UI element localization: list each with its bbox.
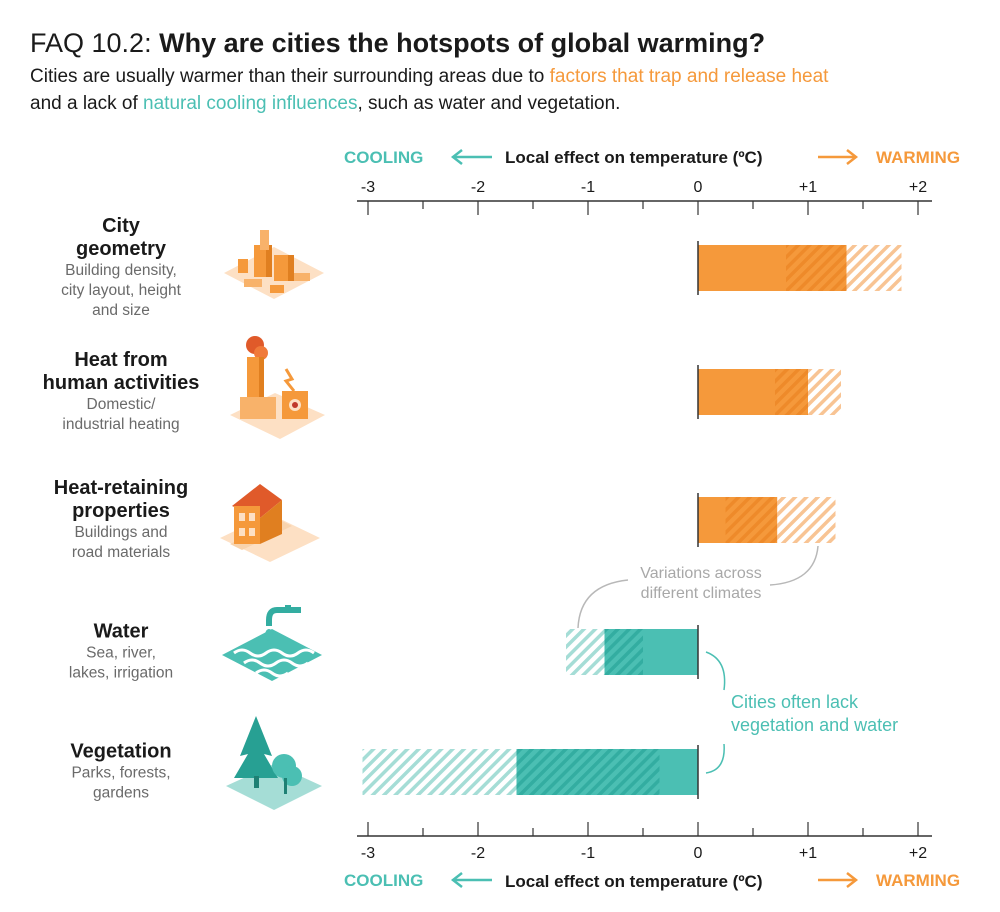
tick-label-top: -2 [471,179,485,196]
category-description: lakes, irrigation [69,665,173,682]
variations-line1: Variations across [640,565,762,582]
bar-range-dark [604,629,643,675]
category-description: Building density, [65,262,177,279]
category-title: Vegetation [70,741,171,763]
axis-header-top: COOLING Local effect on temperature (ºC)… [344,148,960,167]
bars [362,241,902,799]
variations-line2: different climates [641,585,762,602]
cooling-label-bottom: COOLING [344,871,423,890]
category-description: Domestic/ [87,396,157,413]
cooling-arrow-top-icon [450,149,492,165]
axis-label-bottom: Local effect on temperature (ºC) [505,872,762,891]
city-geometry-icon [224,230,324,299]
lack-annotation: Cities often lack vegetation and water [705,651,898,774]
bar-range-light [808,369,841,415]
category-title: City [102,215,141,237]
bar-range-light [566,629,605,675]
page-title: FAQ 10.2: Why are cities the hotspots of… [30,28,765,59]
category-title: human activities [43,372,200,394]
tick-label-bottom: 0 [694,845,703,862]
cooling-arrow-bottom-icon [450,872,492,888]
bar-solid [659,749,698,795]
tree-icon [226,716,322,810]
category-description: Sea, river, [86,645,156,662]
lack-line1: Cities often lack [731,692,859,712]
category-description: industrial heating [62,416,179,433]
bar-solid [698,369,775,415]
category-description: Buildings and [74,524,167,541]
cooling-label-top: COOLING [344,148,423,167]
bar-solid [643,629,698,675]
bar-range-light [846,245,902,291]
subtitle-part1: Cities are usually warmer than their sur… [30,66,550,87]
category-title: Water [94,621,149,643]
bar-range-dark [786,245,847,291]
category-title: Heat from [74,349,167,371]
tick-label-top: +1 [799,179,817,196]
water-tap-icon [222,605,322,681]
warming-label-bottom: WARMING [876,871,960,890]
tick-label-bottom: -1 [581,845,595,862]
tick-label-top: 0 [694,179,703,196]
house-icon [220,484,320,562]
bar-range-dark [775,369,808,415]
subtitle: Cities are usually warmer than their sur… [30,63,990,117]
tick-label-top: +2 [909,179,927,196]
tick-label-top: -1 [581,179,595,196]
bar-solid [698,497,726,543]
lack-line2: vegetation and water [731,715,898,735]
variations-annotation: Variations across different climates [577,545,819,629]
bar-range-light [362,749,517,795]
warming-label-top: WARMING [876,148,960,167]
subtitle-cool: natural cooling influences [143,93,358,114]
tick-label-bottom: +1 [799,845,817,862]
category-description: city layout, height [61,282,181,299]
tick-label-bottom: +2 [909,845,927,862]
category-title: properties [72,500,170,522]
bar-solid [698,245,786,291]
subtitle-part3: , such as water and vegetation. [357,93,621,114]
category-title: geometry [76,238,167,260]
warming-arrow-bottom-icon [818,872,859,888]
subtitle-part2: and a lack of [30,93,144,114]
tick-label-bottom: -3 [361,845,375,862]
category-description: gardens [93,785,149,802]
faq-label: FAQ 10.2: [30,28,152,58]
subtitle-warm: factors that trap and release heat [549,66,829,87]
warming-arrow-top-icon [818,149,859,165]
category-description: and size [92,302,150,319]
bar-range-dark [516,749,660,795]
faq-question: Why are cities the hotspots of global wa… [159,28,766,58]
axis-header-bottom: COOLING Local effect on temperature (ºC)… [344,871,960,891]
bar-range-light [777,497,836,543]
axis-label-top: Local effect on temperature (ºC) [505,148,762,167]
factory-icon [230,336,325,439]
category-title: Heat-retaining [54,477,188,499]
category-description: Parks, forests, [71,765,170,782]
axes: -3 -3 -2 -2 -1 -1 0 0 +1 +1 +2 +2 [357,179,932,862]
category-description: road materials [72,544,170,561]
tick-label-bottom: -2 [471,845,485,862]
bar-range-dark [725,497,778,543]
tick-label-top: -3 [361,179,375,196]
